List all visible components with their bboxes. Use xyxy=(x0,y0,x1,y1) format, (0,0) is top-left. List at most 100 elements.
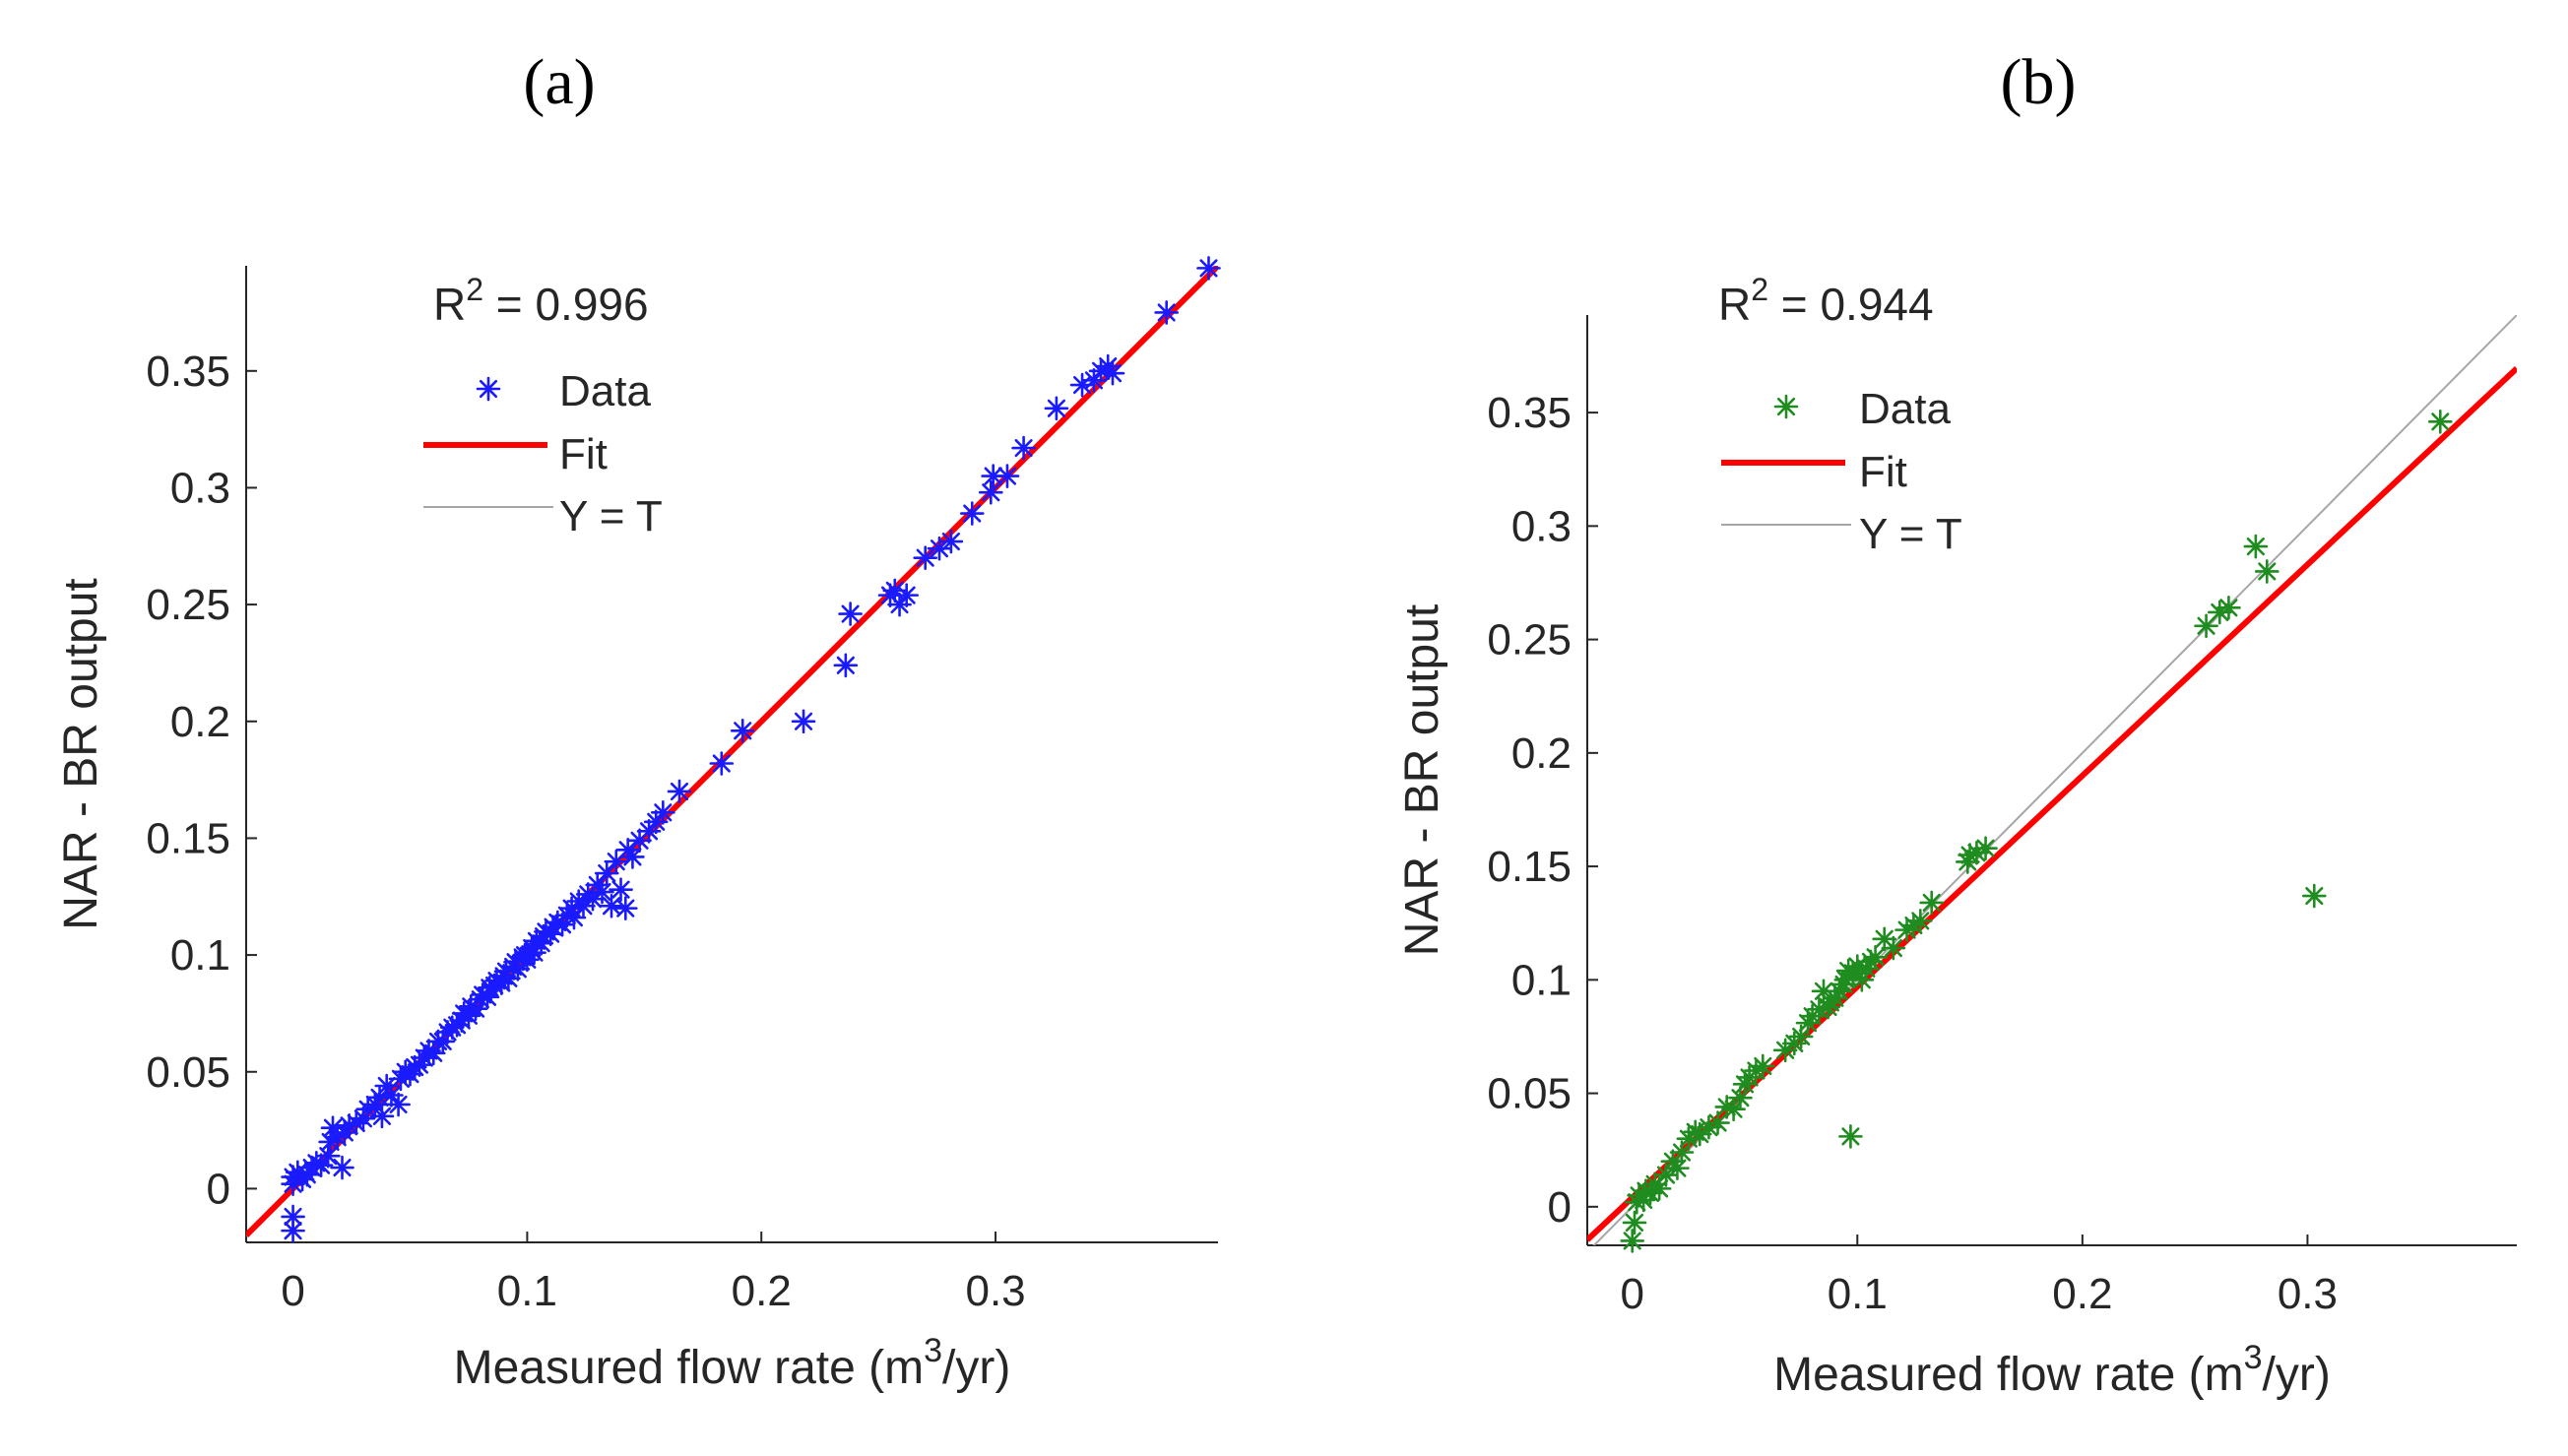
legend-label: Fit xyxy=(1859,448,1907,496)
data-point xyxy=(894,583,919,607)
r-squared-annotation: R2 = 0.944 xyxy=(1718,272,1934,330)
y-tick-label: 0 xyxy=(207,1165,230,1213)
y-tick-label: 0.1 xyxy=(170,931,230,980)
r-squared-annotation: R2 = 0.996 xyxy=(433,272,649,330)
data-point xyxy=(1011,435,1036,461)
y-tick-label: 0.35 xyxy=(1487,389,1572,437)
panel-label: (a) xyxy=(523,46,595,118)
y-tick-label: 0.1 xyxy=(1511,956,1572,1004)
data-point xyxy=(1919,890,1945,916)
y-tick-label: 0.3 xyxy=(1511,502,1572,550)
data-point xyxy=(979,479,1003,505)
data-point xyxy=(1100,360,1125,386)
y-tick-label: 0.05 xyxy=(146,1048,230,1097)
data-point xyxy=(281,1204,305,1230)
data-point xyxy=(838,601,863,626)
data-point xyxy=(651,800,675,825)
data-point xyxy=(367,1085,392,1110)
data-point xyxy=(594,860,619,886)
panel-label: (b) xyxy=(2001,46,2077,118)
legend-label: Y = T xyxy=(559,492,663,540)
data-point xyxy=(561,905,587,930)
data-point xyxy=(927,536,952,561)
data-point xyxy=(709,751,735,776)
y-tick-label: 0.15 xyxy=(1487,843,1572,891)
data-point xyxy=(330,1155,354,1180)
data-point xyxy=(620,845,645,869)
y-tick-label: 0.25 xyxy=(146,581,230,629)
data-point xyxy=(2427,410,2453,434)
data-point xyxy=(1838,1124,1863,1149)
data-point xyxy=(609,877,633,902)
data-point xyxy=(913,545,938,570)
legend-label: Data xyxy=(1859,385,1951,433)
data-point xyxy=(612,896,638,920)
data-point xyxy=(833,653,859,678)
data-point xyxy=(1973,836,1998,860)
data-point xyxy=(1687,1121,1712,1147)
data-point xyxy=(549,912,575,937)
legend-label: Y = T xyxy=(1859,510,1962,558)
data-point xyxy=(386,1092,411,1117)
data-point xyxy=(2243,534,2269,559)
x-axis-label: Measured flow rate (m3/yr) xyxy=(454,1332,1011,1394)
data-point xyxy=(1665,1156,1690,1180)
data-series xyxy=(281,256,1221,1243)
x-tick-label: 0.3 xyxy=(965,1267,1025,1315)
data-point xyxy=(369,1104,395,1129)
x-tick-label: 0 xyxy=(281,1267,304,1315)
data-point xyxy=(2301,883,2327,909)
data-point xyxy=(791,709,816,734)
data-point xyxy=(1620,1229,1645,1253)
data-point xyxy=(2216,596,2241,620)
data-point xyxy=(938,529,964,554)
data-point xyxy=(1646,1176,1672,1201)
data-point xyxy=(1881,935,1906,961)
x-tick-label: 0.1 xyxy=(1828,1270,1888,1318)
legend: Data Fit Y = T xyxy=(423,367,663,540)
data-point xyxy=(1863,944,1888,970)
data-point xyxy=(398,1061,422,1087)
legend-marker-data xyxy=(1773,394,1799,419)
data-point xyxy=(590,879,614,905)
data-point xyxy=(959,501,985,526)
y-tick-label: 0.2 xyxy=(1511,729,1572,778)
y-tick-label: 0.05 xyxy=(1487,1070,1572,1118)
data-point xyxy=(1154,300,1179,325)
data-point xyxy=(2254,559,2279,584)
data-point xyxy=(1705,1110,1730,1135)
chart-panel-b: (b) 0 0.1 0.2 0.3 0 0.05 0.1 0.15 0.2 0.25 0.3 0.35 R… xyxy=(1396,46,2517,1401)
data-point xyxy=(1750,1053,1775,1079)
data-point xyxy=(1728,1085,1753,1110)
y-tick-label: 0.15 xyxy=(146,814,230,862)
y-tick-label: 0 xyxy=(1548,1183,1572,1232)
y-tick-label: 0.2 xyxy=(170,698,230,746)
data-point xyxy=(995,464,1020,488)
x-axis-label: Measured flow rate (m3/yr) xyxy=(1773,1339,2331,1401)
legend-label: Fit xyxy=(559,430,608,478)
x-tick-label: 0.3 xyxy=(2278,1270,2338,1318)
y-tick-label: 0.3 xyxy=(170,464,230,512)
chart-panel-a: (a) 0 0.1 0.2 0.3 0 0.05 0.1 0.15 0.2 0.25 0.3 0.35 R… xyxy=(55,46,1221,1394)
data-point xyxy=(730,718,755,743)
data-point xyxy=(667,779,692,804)
legend-marker-data xyxy=(476,376,501,402)
data-point xyxy=(1196,256,1221,281)
y-axis-label: NAR - BR output xyxy=(55,578,107,929)
data-series xyxy=(1620,410,2453,1253)
legend-label: Data xyxy=(559,367,651,415)
data-point xyxy=(1622,1210,1647,1235)
data-point xyxy=(1669,1140,1695,1165)
data-point xyxy=(599,893,624,918)
x-tick-label: 0.2 xyxy=(2052,1270,2112,1318)
y-axis-label: NAR - BR output xyxy=(1396,604,1448,956)
data-point xyxy=(1044,396,1069,421)
x-tick-label: 0.2 xyxy=(732,1267,792,1315)
legend: Data Fit Y = T xyxy=(1721,385,1962,558)
x-tick-label: 0 xyxy=(1620,1270,1643,1318)
x-tick-label: 0.1 xyxy=(497,1267,557,1315)
y-tick-label: 0.25 xyxy=(1487,616,1572,665)
data-point xyxy=(1907,909,1933,933)
y-tick-label: 0.35 xyxy=(146,348,230,396)
